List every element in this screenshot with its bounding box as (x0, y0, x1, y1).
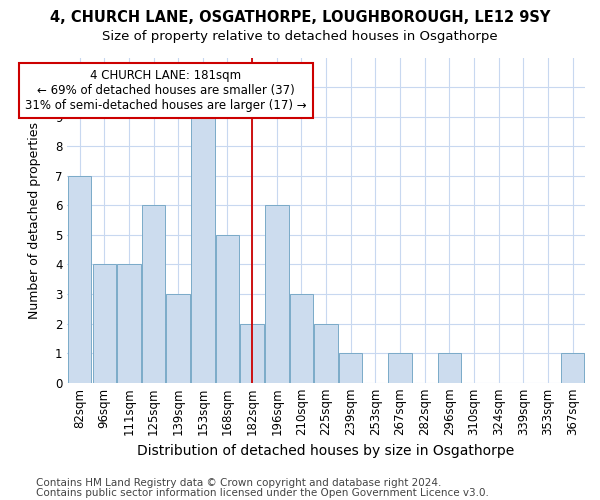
Bar (216, 235, 239, 382)
Bar (561, 353, 584, 382)
Bar (117, 264, 140, 382)
Bar (92, 264, 116, 382)
Text: Contains public sector information licensed under the Open Government Licence v3: Contains public sector information licen… (36, 488, 489, 498)
Bar (290, 294, 313, 382)
Text: 4 CHURCH LANE: 181sqm
← 69% of detached houses are smaller (37)
31% of semi-deta: 4 CHURCH LANE: 181sqm ← 69% of detached … (25, 70, 307, 112)
Bar (437, 353, 461, 382)
X-axis label: Distribution of detached houses by size in Osgathorpe: Distribution of detached houses by size … (137, 444, 515, 458)
Text: 4, CHURCH LANE, OSGATHORPE, LOUGHBOROUGH, LE12 9SY: 4, CHURCH LANE, OSGATHORPE, LOUGHBOROUGH… (50, 10, 550, 25)
Bar (142, 206, 165, 382)
Bar (339, 353, 362, 382)
Bar (265, 206, 289, 382)
Bar (388, 353, 412, 382)
Text: Contains HM Land Registry data © Crown copyright and database right 2024.: Contains HM Land Registry data © Crown c… (36, 478, 442, 488)
Bar (191, 116, 215, 382)
Bar (241, 324, 264, 382)
Bar (166, 294, 190, 382)
Text: Size of property relative to detached houses in Osgathorpe: Size of property relative to detached ho… (102, 30, 498, 43)
Bar (68, 176, 91, 382)
Bar (314, 324, 338, 382)
Y-axis label: Number of detached properties: Number of detached properties (28, 122, 41, 318)
